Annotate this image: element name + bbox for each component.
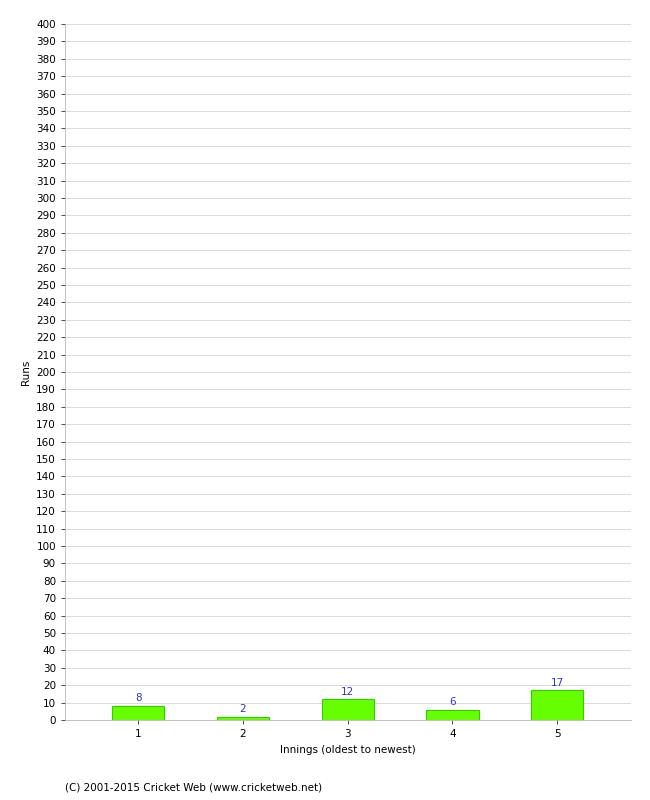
- Text: 8: 8: [135, 694, 142, 703]
- Y-axis label: Runs: Runs: [21, 359, 31, 385]
- Bar: [426, 710, 478, 720]
- Text: 2: 2: [240, 704, 246, 714]
- Bar: [112, 706, 164, 720]
- Text: 12: 12: [341, 686, 354, 697]
- Text: (C) 2001-2015 Cricket Web (www.cricketweb.net): (C) 2001-2015 Cricket Web (www.cricketwe…: [65, 782, 322, 792]
- Bar: [217, 717, 269, 720]
- Bar: [322, 699, 374, 720]
- X-axis label: Innings (oldest to newest): Innings (oldest to newest): [280, 745, 415, 754]
- Text: 17: 17: [551, 678, 564, 688]
- Bar: [531, 690, 584, 720]
- Text: 6: 6: [449, 697, 456, 707]
